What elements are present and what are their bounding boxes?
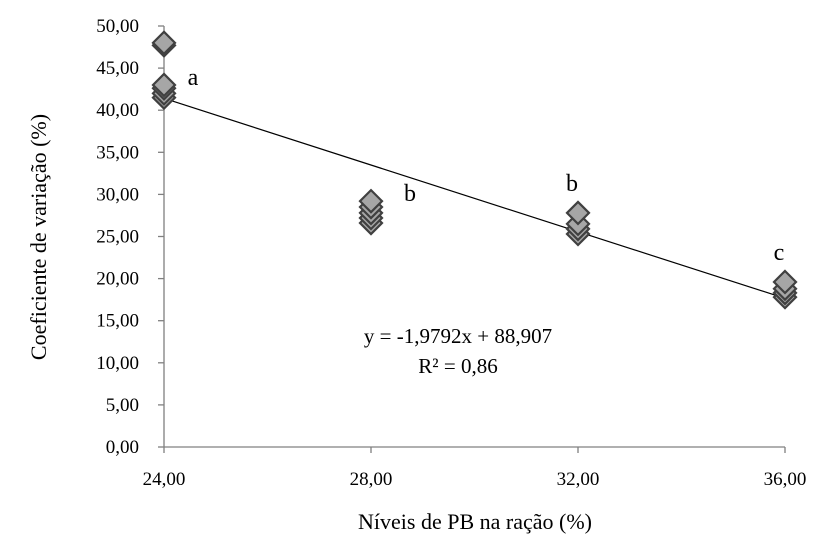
x-tick-label: 28,00 — [350, 469, 393, 490]
y-tick-label: 0,00 — [106, 437, 139, 458]
x-tick-label: 24,00 — [143, 469, 186, 490]
y-axis-title: Coeficiente de variação (%) — [26, 114, 51, 360]
data-point — [565, 200, 591, 226]
y-tick-label: 50,00 — [96, 16, 139, 37]
r-squared: R² = 0,86 — [418, 354, 497, 378]
data-points — [151, 30, 798, 310]
y-tick-labels: 0,00 5,00 10,00 15,00 20,00 25,00 30,00 35,00 40… — [96, 16, 139, 458]
y-tick-label: 35,00 — [96, 142, 139, 163]
data-point — [151, 30, 177, 56]
trendline — [163, 97, 786, 299]
y-tick-label: 30,00 — [96, 184, 139, 205]
data-point — [358, 188, 384, 214]
x-tick-label: 36,00 — [764, 469, 807, 490]
group-letter-label: b — [566, 171, 578, 197]
group-letter-label: c — [774, 240, 785, 266]
x-tick-labels: 24,00 28,00 32,00 36,00 — [143, 469, 807, 490]
y-tick-label: 10,00 — [96, 353, 139, 374]
y-tick-label: 5,00 — [106, 395, 139, 416]
x-axis-title: Níveis de PB na ração (%) — [358, 509, 592, 534]
axes — [158, 25, 786, 453]
y-tick-label: 25,00 — [96, 227, 139, 248]
y-tick-label: 45,00 — [96, 58, 139, 79]
group-letters: a b b c — [188, 65, 785, 266]
data-point — [151, 72, 177, 98]
trendline-layer — [163, 97, 786, 299]
regression-equation: y = -1,9792x + 88,907 — [364, 324, 552, 348]
group-letter-label: b — [404, 181, 416, 207]
y-tick-label: 15,00 — [96, 311, 139, 332]
y-tick-label: 20,00 — [96, 269, 139, 290]
group-letter-label: a — [188, 65, 199, 91]
data-point — [772, 269, 798, 295]
x-tick-label: 32,00 — [557, 469, 600, 490]
y-tick-label: 40,00 — [96, 100, 139, 121]
